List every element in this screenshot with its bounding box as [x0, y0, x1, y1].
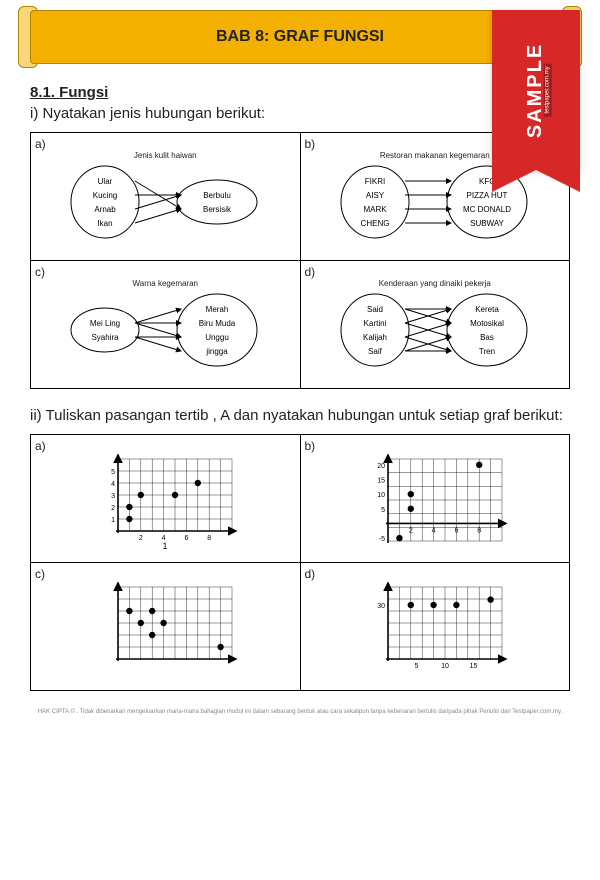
banner-title: BAB 8: GRAF FUNGSI	[216, 28, 384, 46]
q2d-chart: 5 10 15 30	[360, 581, 510, 671]
svg-text:Motosikal: Motosikal	[470, 319, 504, 328]
svg-text:-5: -5	[379, 536, 385, 543]
svg-text:3: 3	[111, 493, 115, 500]
banner-body: BAB 8: GRAF FUNGSI	[30, 10, 570, 64]
svg-text:Kalijah: Kalijah	[363, 333, 387, 342]
cell-label-c: c)	[35, 265, 45, 279]
question-1-prompt: i) Nyatakan jenis hubungan berikut:	[30, 105, 570, 122]
svg-text:MC DONALD: MC DONALD	[463, 205, 511, 214]
svg-text:4: 4	[111, 481, 115, 488]
q2b-chart: 2 4 6 8 -5 5 10 15 20	[360, 453, 510, 553]
svg-text:MARK: MARK	[363, 205, 387, 214]
copyright-footer: HAK CIPTA © . Tidak dibenarkan mengeluar…	[30, 709, 570, 716]
svg-text:CHENG: CHENG	[360, 219, 389, 228]
svg-text:Tren: Tren	[479, 347, 495, 356]
q2-cell-c: c)	[31, 563, 301, 691]
svg-text:Bersisik: Bersisik	[203, 205, 232, 214]
svg-text:2: 2	[139, 535, 143, 542]
cell-label-d2: d)	[305, 567, 316, 581]
cell-label-c2: c)	[35, 567, 45, 581]
q2-grid: a) 2 4 6 8 1 2 3 4 5 1 b) 2 4 6 8 -5 5 10 15 20 c) d) 5 10…	[30, 434, 570, 691]
svg-text:Ular: Ular	[98, 177, 113, 186]
svg-text:Arnab: Arnab	[95, 205, 117, 214]
svg-text:5: 5	[111, 469, 115, 476]
cell-label-b: b)	[305, 137, 316, 151]
svg-text:Unggu: Unggu	[205, 333, 229, 342]
q1a-title: Jenis kulit haiwan	[35, 151, 296, 160]
q2c-chart	[90, 581, 240, 671]
cell-label-d: d)	[305, 265, 316, 279]
q1a-diagram: Ular Kucing Arnab Ikan Berbulu Bersisik	[65, 162, 265, 242]
svg-text:30: 30	[377, 603, 385, 610]
svg-text:1: 1	[111, 517, 115, 524]
svg-text:Mei Ling: Mei Ling	[90, 319, 120, 328]
svg-text:Saif: Saif	[368, 347, 383, 356]
sample-ribbon: SAMPLE testpaper.com.my	[492, 10, 580, 170]
svg-text:jingga: jingga	[206, 347, 229, 356]
svg-text:Syahira: Syahira	[92, 333, 120, 342]
svg-text:Kucing: Kucing	[93, 191, 117, 200]
svg-text:6: 6	[185, 535, 189, 542]
section-title: 8.1. Fungsi	[30, 84, 570, 101]
svg-text:8: 8	[477, 527, 481, 534]
q2-cell-d: d) 5 10 15 30	[300, 563, 570, 691]
chapter-banner: BAB 8: GRAF FUNGSI	[30, 10, 570, 64]
svg-text:Kereta: Kereta	[475, 305, 499, 314]
q2-cell-a: a) 2468123451	[31, 435, 301, 563]
q1d-diagram: Said Kartini Kalijah Saif Kereta Motosikal Bas…	[335, 290, 535, 370]
svg-text:10: 10	[441, 663, 449, 670]
q1d-title: Kenderaan yang dinaiki pekerja	[305, 279, 566, 288]
svg-text:1: 1	[163, 541, 168, 551]
svg-text:2: 2	[409, 527, 413, 534]
cell-label-b2: b)	[305, 439, 316, 453]
svg-text:8: 8	[207, 535, 211, 542]
svg-text:4: 4	[431, 527, 435, 534]
svg-text:FIKRI: FIKRI	[365, 177, 385, 186]
svg-text:Said: Said	[367, 305, 383, 314]
cell-label-a: a)	[35, 137, 46, 151]
q1-grid: a) Jenis kulit haiwan Ular Kucing Arnab Ika…	[30, 132, 570, 389]
svg-text:15: 15	[469, 663, 477, 670]
svg-text:AISY: AISY	[366, 191, 385, 200]
q2a-chart: 2468123451	[90, 453, 240, 553]
cell-label-a2: a)	[35, 439, 46, 453]
svg-text:20: 20	[377, 463, 385, 470]
q1-cell-a: a) Jenis kulit haiwan Ular Kucing Arnab Ika…	[31, 133, 301, 261]
svg-text:Bas: Bas	[480, 333, 494, 342]
svg-text:Merah: Merah	[206, 305, 229, 314]
svg-text:5: 5	[414, 663, 418, 670]
svg-text:SUBWAY: SUBWAY	[470, 219, 504, 228]
q1c-diagram: Mei Ling Syahira Merah Biru Muda Unggu jingga	[65, 290, 265, 370]
svg-text:Biru Muda: Biru Muda	[199, 319, 236, 328]
svg-text:5: 5	[381, 507, 385, 514]
svg-text:Kartini: Kartini	[363, 319, 386, 328]
svg-text:10: 10	[377, 492, 385, 499]
svg-text:PIZZA HUT: PIZZA HUT	[466, 191, 507, 200]
question-2-prompt: ii) Tuliskan pasangan tertib , A dan nya…	[30, 407, 570, 424]
svg-text:15: 15	[377, 478, 385, 485]
q1-cell-c: c) Warna kegemaran Mei Ling Syahira Merah B…	[31, 261, 301, 389]
q2-cell-b: b) 2 4 6 8 -5 5 10 15 20	[300, 435, 570, 563]
ribbon-sub: testpaper.com.my	[543, 63, 551, 116]
svg-text:Berbulu: Berbulu	[203, 191, 231, 200]
q1c-title: Warna kegemaran	[35, 279, 296, 288]
svg-text:2: 2	[111, 505, 115, 512]
svg-text:Ikan: Ikan	[98, 219, 113, 228]
svg-text:6: 6	[454, 527, 458, 534]
q1-cell-d: d) Kenderaan yang dinaiki pekerja Said Ka…	[300, 261, 570, 389]
